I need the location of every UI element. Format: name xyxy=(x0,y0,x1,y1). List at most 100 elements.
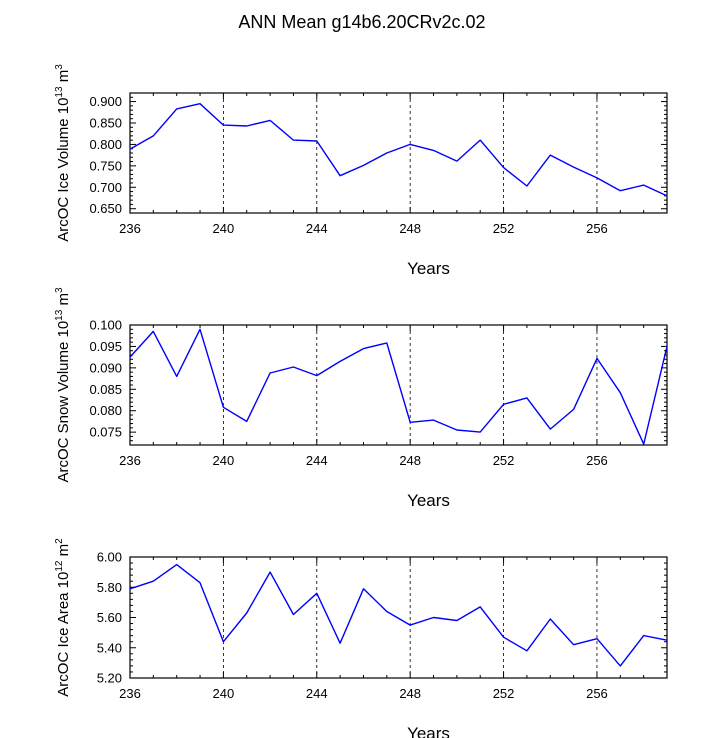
data-point xyxy=(152,134,155,137)
data-point xyxy=(315,374,318,377)
series-line xyxy=(129,563,668,667)
data-point xyxy=(269,372,272,375)
y-tick-label: 5.80 xyxy=(97,580,122,595)
data-point xyxy=(595,357,598,360)
y-tick-label: 5.40 xyxy=(97,640,122,655)
data-point xyxy=(245,420,248,423)
data-point xyxy=(152,330,155,333)
x-tick-label: 248 xyxy=(399,686,421,701)
x-axis-label: Years xyxy=(407,724,450,738)
x-tick-label: 256 xyxy=(586,686,608,701)
data-point xyxy=(385,342,388,345)
data-point xyxy=(175,375,178,378)
y-tick-label: 0.085 xyxy=(89,382,122,397)
data-point xyxy=(525,649,528,652)
data-point xyxy=(339,642,342,645)
data-point xyxy=(222,406,225,409)
y-tick-label: 0.700 xyxy=(89,180,122,195)
x-tick-label: 248 xyxy=(399,453,421,468)
data-point xyxy=(292,613,295,616)
data-point xyxy=(292,139,295,142)
data-point xyxy=(479,139,482,142)
data-point xyxy=(339,360,342,363)
chart-title: ANN Mean g14b6.20CRv2c.02 xyxy=(238,12,485,32)
data-point xyxy=(432,616,435,619)
data-point xyxy=(572,643,575,646)
y-tick-label: 0.080 xyxy=(89,403,122,418)
y-tick-label: 0.650 xyxy=(89,201,122,216)
data-point xyxy=(479,605,482,608)
x-axis-label: Years xyxy=(407,259,450,278)
data-point xyxy=(479,431,482,434)
y-axis-label: ArcOC Ice Area 1012 m2 xyxy=(54,538,72,697)
data-point xyxy=(339,174,342,177)
data-point xyxy=(245,611,248,614)
data-point xyxy=(199,328,202,331)
y-axis-label: ArcOC Snow Volume 1013 m3 xyxy=(54,287,72,483)
data-point xyxy=(549,154,552,157)
x-tick-label: 236 xyxy=(119,686,141,701)
data-point xyxy=(502,403,505,406)
y-tick-label: 0.100 xyxy=(89,318,122,333)
data-point xyxy=(642,184,645,187)
panel-3: 5.20 5.40 5.60 5.80 6.00 236 240 244 248 252 256 Ye… xyxy=(54,538,669,738)
y-tick-label: 0.750 xyxy=(89,158,122,173)
data-point xyxy=(666,194,669,197)
data-point xyxy=(549,428,552,431)
data-point xyxy=(385,152,388,155)
x-tick-label: 240 xyxy=(213,686,235,701)
data-point xyxy=(292,366,295,369)
y-tick-label: 5.60 xyxy=(97,610,122,625)
x-tick-label: 252 xyxy=(493,221,515,236)
data-point xyxy=(549,618,552,621)
series-line xyxy=(129,328,668,445)
data-point xyxy=(222,640,225,643)
data-point xyxy=(432,149,435,152)
y-tick-label: 0.900 xyxy=(89,94,122,109)
data-point xyxy=(385,610,388,613)
x-tick-label: 248 xyxy=(399,221,421,236)
data-point xyxy=(315,592,318,595)
x-tick-label: 236 xyxy=(119,221,141,236)
data-point xyxy=(432,419,435,422)
data-point xyxy=(315,140,318,143)
x-tick-label: 252 xyxy=(493,686,515,701)
data-point xyxy=(595,176,598,179)
data-point xyxy=(502,636,505,639)
data-point xyxy=(666,639,669,642)
data-point xyxy=(642,634,645,637)
x-tick-label: 256 xyxy=(586,221,608,236)
data-point xyxy=(269,119,272,122)
data-point xyxy=(409,421,412,424)
data-point xyxy=(362,164,365,167)
data-point xyxy=(642,443,645,446)
x-tick-label: 244 xyxy=(306,686,328,701)
panel-1: 0.650 0.700 0.750 0.800 0.850 0.900 236 240 244 2… xyxy=(54,64,669,278)
data-point xyxy=(619,664,622,667)
x-tick-label: 244 xyxy=(306,453,328,468)
data-point xyxy=(175,563,178,566)
data-point xyxy=(666,345,669,348)
data-point xyxy=(572,166,575,169)
data-point xyxy=(269,571,272,574)
data-point xyxy=(409,624,412,627)
data-point xyxy=(525,396,528,399)
series-line xyxy=(129,102,668,197)
data-point xyxy=(362,587,365,590)
data-point xyxy=(199,102,202,105)
data-point xyxy=(129,587,132,590)
data-point xyxy=(222,124,225,127)
data-point xyxy=(362,347,365,350)
x-tick-label: 252 xyxy=(493,453,515,468)
x-axis-label: Years xyxy=(407,491,450,510)
x-tick-label: 256 xyxy=(586,453,608,468)
y-tick-label: 6.00 xyxy=(97,550,122,565)
y-tick-label: 0.075 xyxy=(89,425,122,440)
y-tick-label: 0.090 xyxy=(89,360,122,375)
data-point xyxy=(129,148,132,151)
data-point xyxy=(245,125,248,128)
data-point xyxy=(619,391,622,394)
y-tick-label: 5.20 xyxy=(97,671,122,686)
data-point xyxy=(525,185,528,188)
